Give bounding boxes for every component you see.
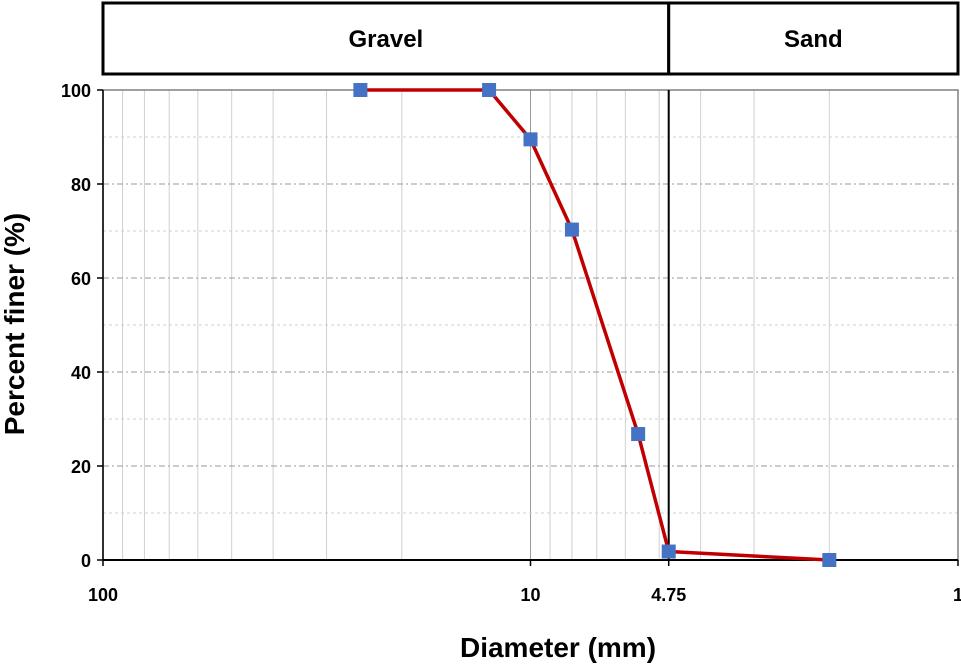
data-point — [353, 83, 368, 97]
x-axis-title: Diameter (mm) — [460, 632, 656, 663]
y-tick-labels: 0 20 40 60 80 100 — [61, 81, 91, 571]
y-tick-label: 60 — [71, 269, 91, 289]
y-tick-label: 80 — [71, 175, 91, 195]
x-tick-label: 4.75 — [651, 585, 686, 605]
band-box-sand — [667, 1, 960, 76]
y-axis-title: Percent finer (%) — [0, 213, 30, 436]
y-tick-label: 40 — [71, 363, 91, 383]
x-tick-label: 1 — [953, 585, 961, 605]
y-tick-label: 0 — [81, 551, 91, 571]
y-tick-label: 20 — [71, 457, 91, 477]
data-point — [661, 544, 676, 559]
band-label-sand: Sand — [784, 26, 843, 53]
soil-classification-bands: Gravel Sand — [101, 1, 960, 76]
x-tick-label: 100 — [88, 585, 118, 605]
data-point — [631, 427, 646, 442]
y-tick-label: 100 — [61, 81, 91, 101]
x-tick-labels: 100 10 4.75 1 — [88, 585, 961, 605]
data-point — [564, 222, 579, 237]
data-point — [523, 132, 538, 147]
band-box-gravel — [101, 1, 671, 76]
data-series — [353, 83, 837, 567]
data-point — [822, 553, 837, 567]
band-label-gravel: Gravel — [348, 26, 423, 53]
data-point — [482, 83, 497, 97]
x-tick-label: 10 — [520, 585, 540, 605]
grid-lines — [103, 90, 958, 560]
